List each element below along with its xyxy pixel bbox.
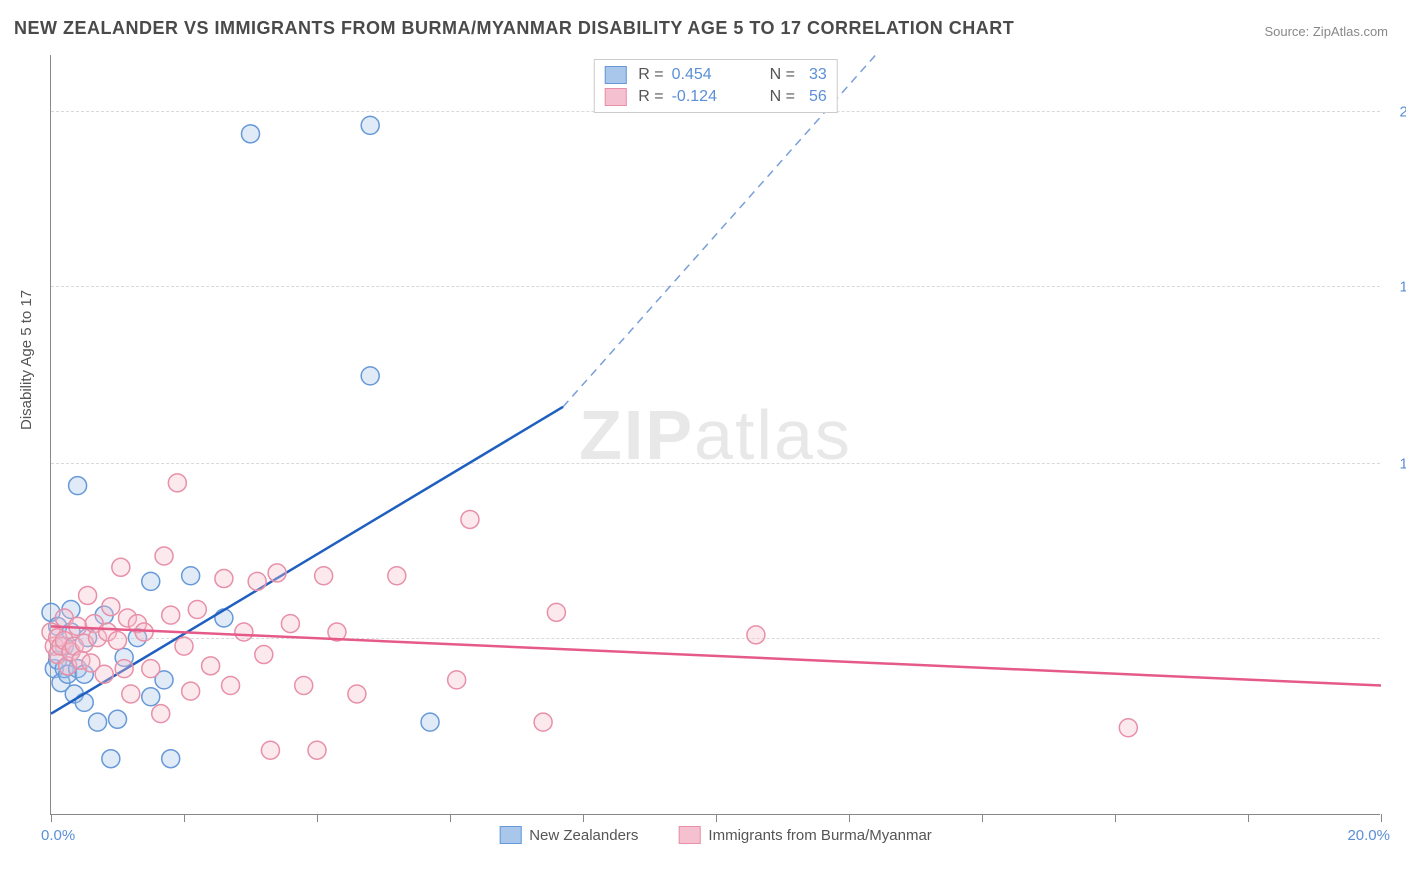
legend-row: R = -0.124 N = 56 [604,86,826,108]
x-tick [716,814,717,822]
x-tick [51,814,52,822]
data-point [261,741,279,759]
source-label: Source: ZipAtlas.com [1264,24,1388,39]
data-point [281,615,299,633]
scatter-svg [51,55,1380,814]
x-tick [583,814,584,822]
legend-swatch [499,826,521,844]
data-point [315,567,333,585]
data-point [448,671,466,689]
data-point [255,646,273,664]
data-point [1119,719,1137,737]
data-point [168,474,186,492]
data-point [162,606,180,624]
data-point [112,558,130,576]
data-point [142,572,160,590]
data-point [115,660,133,678]
data-point [152,705,170,723]
data-point [155,547,173,565]
data-point [215,570,233,588]
data-point [175,637,193,655]
y-axis-label: Disability Age 5 to 17 [18,290,35,430]
y-tick-label: 18.8% [1399,278,1406,295]
data-point [142,660,160,678]
data-point [122,685,140,703]
n-value: 33 [809,66,827,84]
correlation-legend: R = 0.454 N = 33 R = -0.124 N = 56 [593,59,837,113]
x-tick-max: 20.0% [1347,827,1390,844]
data-point [182,567,200,585]
r-label: R = [638,88,663,106]
data-point [102,750,120,768]
data-point [142,688,160,706]
data-point [102,598,120,616]
data-point [248,572,266,590]
legend-swatch [678,826,700,844]
series-name: Immigrants from Burma/Myanmar [708,827,931,844]
y-tick-label: 25.0% [1399,104,1406,121]
x-tick [1115,814,1116,822]
y-tick-label: 12.5% [1399,456,1406,473]
data-point [547,603,565,621]
x-tick [982,814,983,822]
data-point [162,750,180,768]
data-point [109,710,127,728]
data-point [534,713,552,731]
x-tick [1381,814,1382,822]
legend-swatch [604,66,626,84]
data-point [747,626,765,644]
data-point [222,677,240,695]
data-point [69,477,87,495]
r-value: 0.454 [672,66,742,84]
data-point [188,601,206,619]
series-legend: New Zealanders Immigrants from Burma/Myan… [499,826,932,844]
n-label: N = [770,66,795,84]
data-point [109,631,127,649]
data-point [235,623,253,641]
n-value: 56 [809,88,827,106]
data-point [79,586,97,604]
legend-item: New Zealanders [499,826,638,844]
data-point [308,741,326,759]
data-point [95,665,113,683]
data-point [461,510,479,528]
data-point [268,564,286,582]
data-point [361,116,379,134]
chart-title: NEW ZEALANDER VS IMMIGRANTS FROM BURMA/M… [14,18,1014,39]
data-point [202,657,220,675]
data-point [242,125,260,143]
x-tick-min: 0.0% [41,827,75,844]
r-value: -0.124 [672,88,742,106]
trend-line [51,626,1381,685]
data-point [361,367,379,385]
data-point [295,677,313,695]
x-tick [1248,814,1249,822]
chart-container: NEW ZEALANDER VS IMMIGRANTS FROM BURMA/M… [0,0,1406,892]
data-point [182,682,200,700]
x-tick [317,814,318,822]
plot-area: ZIPatlas 6.3%12.5%18.8%25.0% R =0.454N =… [50,55,1380,815]
legend-item: Immigrants from Burma/Myanmar [678,826,931,844]
data-point [348,685,366,703]
x-tick [450,814,451,822]
data-point [388,567,406,585]
n-label: N = [770,88,795,106]
r-label: R = [638,66,663,84]
x-tick [849,814,850,822]
data-point [215,609,233,627]
legend-row: R = 0.454 N = 33 [604,64,826,86]
data-point [89,713,107,731]
series-name: New Zealanders [529,827,638,844]
x-tick [184,814,185,822]
legend-swatch [604,88,626,106]
data-point [421,713,439,731]
